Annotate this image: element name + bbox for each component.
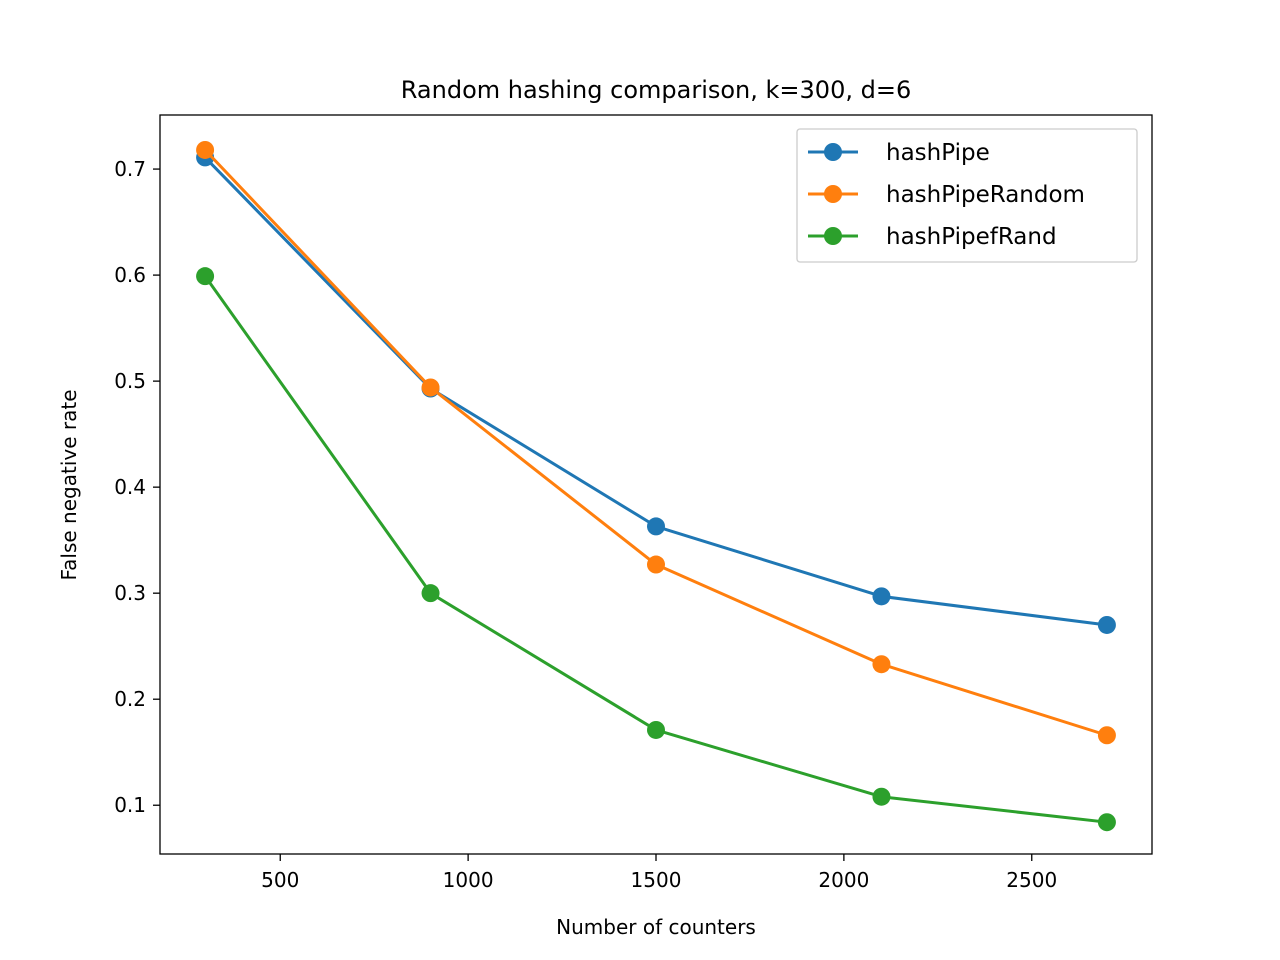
legend-entry: hashPipefRand [808, 224, 1057, 250]
y-axis-label: False negative rate [57, 389, 81, 580]
legend-label: hashPipefRand [886, 224, 1057, 250]
legend-label: hashPipeRandom [886, 182, 1085, 208]
x-tick-label: 500 [261, 868, 299, 892]
data-point [872, 655, 891, 674]
chart-title: Random hashing comparison, k=300, d=6 [401, 76, 911, 104]
y-tick-label: 0.2 [114, 687, 146, 711]
y-axis: 0.1 0.2 0.3 0.4 0.5 0.6 0.7 [114, 157, 160, 817]
data-point [872, 587, 891, 606]
data-point [872, 787, 891, 806]
x-tick-label: 2000 [818, 868, 869, 892]
legend-entry: hashPipeRandom [808, 182, 1085, 208]
legend-entry: hashPipe [808, 140, 990, 166]
y-tick-label: 0.1 [114, 793, 146, 817]
data-point [421, 584, 440, 603]
series-hashPipefRand [196, 267, 1116, 832]
legend-box [796, 128, 1138, 263]
x-axis: 500 1000 1500 2000 2500 [261, 854, 1057, 892]
x-tick-label: 1000 [443, 868, 494, 892]
legend-label: hashPipe [886, 140, 990, 166]
legend-marker [824, 143, 842, 161]
x-tick-label: 1500 [631, 868, 682, 892]
data-point [196, 267, 215, 286]
series-hashPipeRandom [196, 140, 1116, 745]
x-axis-label: Number of counters [556, 915, 756, 939]
plot-area [196, 140, 1116, 832]
y-tick-label: 0.6 [114, 263, 146, 287]
data-point [1097, 726, 1116, 745]
data-point [1097, 615, 1116, 634]
data-point [647, 517, 665, 536]
data-point [421, 378, 440, 397]
data-point [196, 140, 215, 159]
y-tick-label: 0.3 [114, 581, 146, 605]
data-point [647, 720, 665, 739]
legend-marker [824, 227, 842, 245]
y-tick-label: 0.5 [114, 369, 146, 393]
data-point [1097, 813, 1116, 832]
legend-marker [824, 185, 842, 203]
data-point [647, 555, 665, 574]
y-tick-label: 0.7 [114, 157, 146, 181]
x-tick-label: 2500 [1006, 868, 1057, 892]
y-tick-label: 0.4 [114, 475, 146, 499]
legend: hashPipe hashPipeRandom hashPipefRand [796, 128, 1138, 263]
